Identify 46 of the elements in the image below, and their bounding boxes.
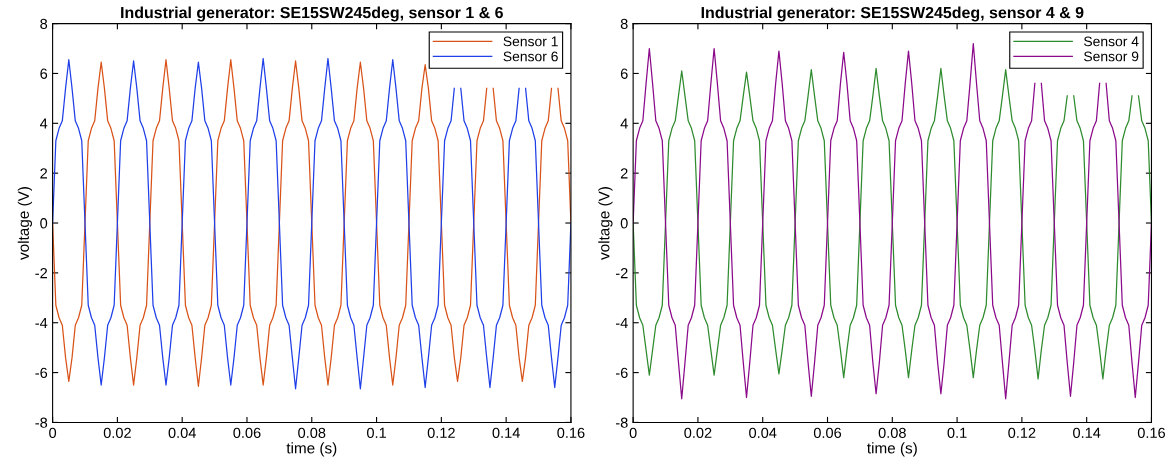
legend-label: Sensor 6	[503, 51, 558, 62]
chart-title: Industrial generator: SE15SW245deg, sensor 1 & 6	[121, 6, 503, 22]
x-tick-label: 0.02	[103, 427, 131, 439]
y-tick-label: 4	[620, 118, 628, 129]
legend-label: Sensor 9	[1084, 51, 1139, 62]
y-tick-label: 6	[40, 68, 48, 79]
x-tick-label: 0.04	[168, 427, 196, 439]
y-tick-label: 8	[620, 18, 628, 30]
y-tick-label: -4	[615, 317, 628, 329]
x-tick-label: 0.1	[947, 427, 967, 439]
y-tick-label: 8	[40, 18, 48, 30]
x-tick-label: 0.08	[878, 427, 906, 439]
y-tick-label: -8	[615, 417, 628, 428]
y-tick-label: -6	[35, 367, 48, 379]
y-tick-label: 0	[620, 218, 628, 229]
x-tick-label: 0.16	[1137, 427, 1166, 439]
x-tick-label: 0.02	[684, 427, 712, 439]
y-tick-label: -4	[35, 317, 48, 329]
x-tick-label: 0.12	[427, 427, 455, 439]
y-tick-label: -2	[35, 267, 48, 279]
y-tick-label: -6	[615, 367, 628, 379]
x-tick-label: 0.06	[233, 427, 261, 439]
x-tick-label: 0.08	[298, 427, 326, 439]
x-tick-label: 0.06	[813, 427, 842, 439]
y-tick-label: 4	[39, 118, 48, 129]
legend-label: Sensor 4	[1084, 36, 1139, 47]
x-tick-label: 0.1	[367, 427, 386, 439]
y-tick-label: 2	[620, 168, 628, 179]
x-axis-title: time (s)	[286, 442, 337, 457]
x-tick-label: 0	[49, 427, 57, 439]
x-axis-title: time (s)	[867, 442, 917, 457]
x-tick-label: 0.14	[492, 427, 520, 439]
x-tick-label: 0.12	[1008, 427, 1036, 439]
x-tick-label: 0.14	[1073, 427, 1101, 439]
x-tick-label: 0	[629, 427, 637, 439]
legend-label: Sensor 1	[503, 36, 558, 47]
y-tick-label: -2	[615, 267, 628, 279]
y-axis-title: voltage (V)	[598, 187, 613, 260]
y-tick-label: 2	[40, 168, 48, 179]
y-tick-label: -8	[35, 417, 48, 428]
chart-title: Industrial generator: SE15SW245deg, sensor 4 & 9	[701, 6, 1084, 22]
y-tick-label: 6	[620, 68, 628, 79]
y-tick-label: 0	[40, 218, 48, 229]
x-tick-label: 0.04	[749, 427, 777, 439]
x-tick-label: 0.16	[557, 427, 585, 439]
y-axis-title: voltage (V)	[17, 187, 32, 260]
